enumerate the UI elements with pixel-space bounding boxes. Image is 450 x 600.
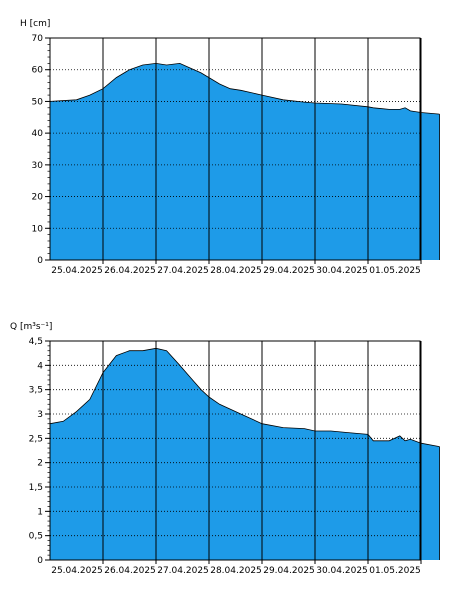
h-area-layer — [49, 62, 440, 261]
q-xtick-label-5: 30.04.2025 — [316, 566, 368, 576]
q-ytick-label-4: 2 — [37, 459, 43, 469]
h-xtick-label-4: 29.04.2025 — [263, 266, 315, 276]
h-ytick-label-0: 0 — [37, 256, 43, 266]
q-series-0-area — [50, 348, 440, 560]
h-series-0-area — [50, 63, 440, 261]
h-xtick-label-3: 28.04.2025 — [210, 266, 262, 276]
discharge-chart: Q [m³s⁻¹] 0 0,5 1 1,5 2 2,5 3 3,5 4 4,5 25.04.2025… — [10, 322, 440, 576]
q-area-layer — [49, 347, 440, 560]
q-ytick-label-2: 1 — [37, 507, 43, 517]
q-plot-frame — [49, 340, 421, 561]
h-series-0-line — [49, 62, 440, 115]
h-xtick-label-5: 30.04.2025 — [316, 266, 368, 276]
h-ytick-label-7: 70 — [32, 34, 44, 44]
h-ytick-label-6: 60 — [32, 66, 44, 76]
q-ytick-label-7: 3,5 — [29, 386, 43, 396]
h-xtick-label-2: 27.04.2025 — [157, 266, 209, 276]
q-ytick-label-3: 1,5 — [29, 483, 43, 493]
q-ytick-label-8: 4 — [37, 361, 43, 371]
h-ytick-label-5: 50 — [32, 97, 44, 107]
h-ytick-label-1: 10 — [32, 224, 44, 234]
q-ytick-label-1: 0,5 — [29, 532, 43, 542]
h-axis-layer: 0 10 20 30 40 50 60 70 25.04.2025 26.04.2025 27.04… — [32, 34, 422, 276]
h-xtick-label-6: 01.05.2025 — [369, 266, 421, 276]
q-xtick-label-1: 26.04.2025 — [104, 566, 156, 576]
q-axis-label: Q [m³s⁻¹] — [10, 322, 52, 332]
q-ytick-label-5: 2,5 — [29, 434, 43, 444]
h-axis-label: H [cm] — [20, 19, 50, 29]
h-grid-layer — [50, 38, 422, 260]
q-ytick-label-0: 0 — [37, 556, 43, 566]
q-xtick-label-4: 29.04.2025 — [263, 566, 315, 576]
h-xtick-label-1: 26.04.2025 — [104, 266, 156, 276]
q-xtick-label-2: 27.04.2025 — [157, 566, 209, 576]
q-grid-layer — [50, 341, 422, 560]
q-ytick-label-9: 4,5 — [29, 337, 43, 347]
h-xtick-label-0: 25.04.2025 — [51, 266, 103, 276]
q-ytick-label-6: 3 — [37, 410, 43, 420]
q-series-0-line — [49, 347, 440, 447]
h-ytick-label-4: 40 — [32, 129, 44, 139]
q-axis-layer: 0 0,5 1 1,5 2 2,5 3 3,5 4 4,5 25.04.2025 26.04.2025… — [29, 337, 422, 576]
q-xtick-label-3: 28.04.2025 — [210, 566, 262, 576]
q-xtick-label-0: 25.04.2025 — [51, 566, 103, 576]
q-xtick-label-6: 01.05.2025 — [369, 566, 421, 576]
h-plot-frame — [49, 37, 421, 261]
water-level-chart: H [cm] 0 10 20 30 40 50 60 70 25.04.2025 26.04.20… — [20, 19, 440, 276]
h-ytick-label-2: 20 — [32, 193, 44, 203]
h-ytick-label-3: 30 — [32, 161, 44, 171]
